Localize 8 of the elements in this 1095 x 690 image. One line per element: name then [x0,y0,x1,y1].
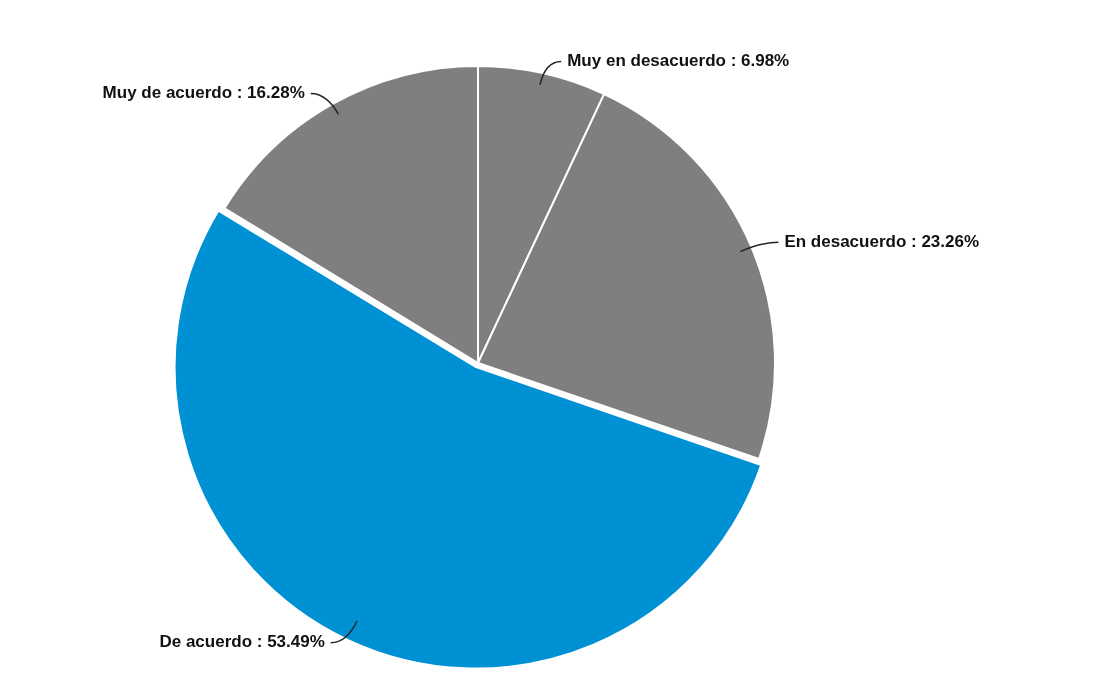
slice-label: Muy de acuerdo [102,83,233,103]
slice-label: En desacuerdo [784,231,907,251]
slice-label: Muy en desacuerdo [567,51,726,71]
data-label: : 6.98% [730,51,790,71]
data-label: : 23.26% [911,231,980,251]
slice-label: De acuerdo [159,632,253,652]
data-label: : 16.28% [236,83,305,103]
data-label: : 53.49% [256,632,325,652]
